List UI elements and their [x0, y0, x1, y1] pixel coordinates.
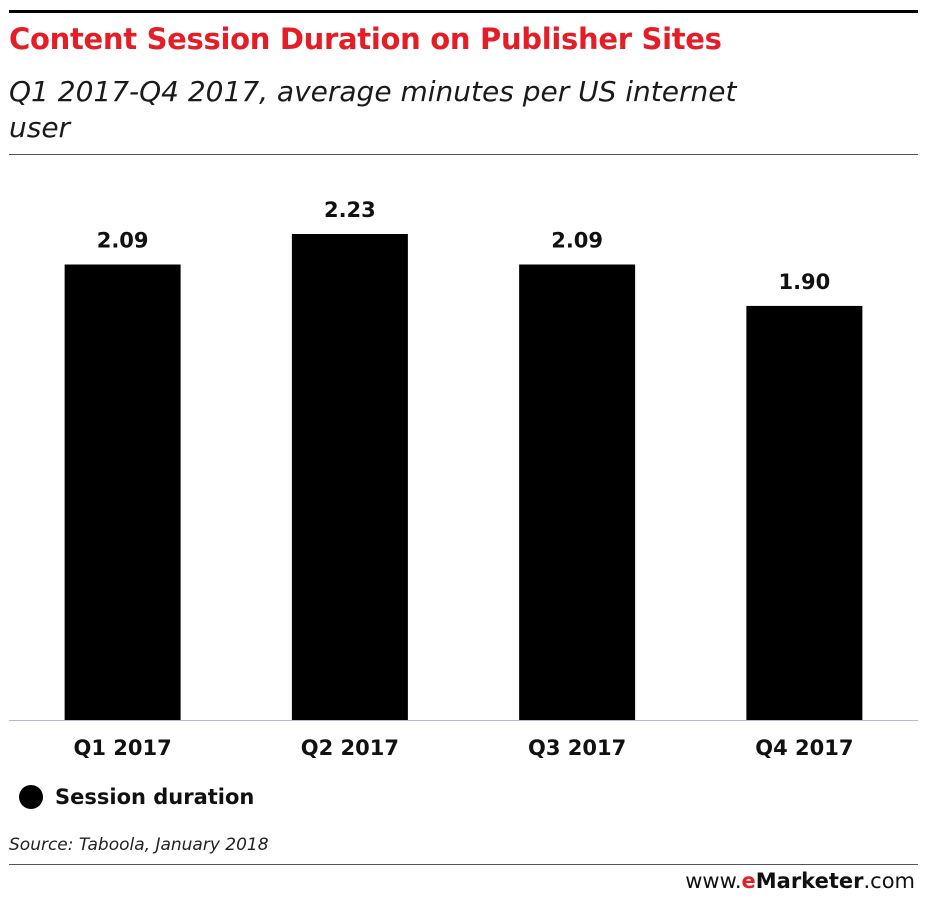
legend-label: Session duration [55, 785, 255, 809]
brand-e: e [741, 869, 756, 893]
legend-swatch [19, 785, 43, 809]
chart-title: Content Session Duration on Publisher Si… [9, 22, 722, 56]
bottom-rule [9, 864, 918, 865]
x-tick-label: Q2 2017 [301, 736, 399, 760]
brand-name: Marketer [755, 869, 864, 893]
x-tick-label: Q3 2017 [528, 736, 626, 760]
brand-logo: www.eMarketer.com [685, 869, 915, 893]
x-tick-label: Q4 2017 [755, 736, 853, 760]
bar-q4-2017 [746, 305, 863, 720]
source-note: Source: Taboola, January 2018 [9, 835, 269, 855]
bar-q1-2017 [64, 264, 181, 720]
brand-suffix: .com [863, 869, 915, 893]
chart-subtitle: Q1 2017-Q4 2017, average minutes per US … [9, 75, 737, 144]
x-tick-label: Q1 2017 [74, 736, 172, 760]
legend: Session duration [19, 785, 254, 809]
brand-prefix: www. [685, 869, 742, 893]
data-label: 2.23 [324, 198, 376, 222]
top-rule [9, 10, 918, 13]
data-label: 2.09 [551, 229, 603, 253]
data-label: 2.09 [97, 229, 149, 253]
bar-chart: 2.09 Q1 2017 2.23 Q2 2017 2.09 Q3 2017 1.90 Q4 … [9, 198, 918, 760]
subtitle-rule [9, 154, 918, 155]
bar-q3-2017 [519, 264, 636, 720]
bar-q2-2017 [291, 234, 408, 720]
data-label: 1.90 [778, 270, 830, 294]
